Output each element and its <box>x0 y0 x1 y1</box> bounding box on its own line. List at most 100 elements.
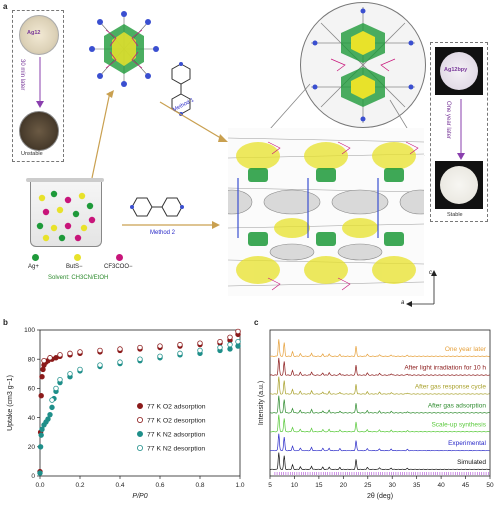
data-point <box>39 426 45 432</box>
data-point <box>45 416 51 422</box>
pattern-label: After gas response cycle <box>415 384 487 391</box>
method2-label: Method 2 <box>150 230 176 236</box>
data-point <box>235 343 241 349</box>
data-point <box>47 355 53 361</box>
x-tick-label: 35 <box>413 482 421 489</box>
legend-label: 77 K N2 adsorption <box>147 431 205 438</box>
x-tick-label: 25 <box>364 482 372 489</box>
x-tick-label: 30 <box>389 482 397 489</box>
ag12-title: Ag12 <box>27 30 41 36</box>
x-tick-label: 0.2 <box>75 482 84 489</box>
pattern-line <box>269 357 490 376</box>
panel-b-letter: b <box>3 318 8 327</box>
data-point <box>97 362 103 368</box>
ag12bpy-stability-box: Ag12bpy One year later Stable <box>430 42 488 222</box>
x-tick-label: 0.8 <box>195 482 204 489</box>
x-tick-label: 20 <box>340 482 348 489</box>
data-point <box>137 344 143 351</box>
legend-tbs-label: ButS− <box>66 264 83 270</box>
y-tick-label: 60 <box>28 386 36 393</box>
y-tick-label: 100 <box>24 327 35 334</box>
pattern-label: After light irradiation for 10 h <box>404 365 486 372</box>
y-axis-label: Intensity (a.u.) <box>258 381 265 425</box>
legend-solvent: Solvent: CH3CN/EtOH <box>48 275 109 281</box>
beaker-to-cluster-arrow <box>91 90 114 179</box>
data-point <box>77 366 83 373</box>
crystal-axes-indicator <box>406 270 437 307</box>
zoom-circle-structure <box>300 2 426 128</box>
x-axis-label: 2θ (deg) <box>367 493 393 500</box>
method1-arrow <box>159 101 228 142</box>
pattern-line <box>269 395 490 414</box>
data-point <box>57 376 63 383</box>
series-3 <box>49 338 241 403</box>
data-point <box>37 470 43 476</box>
ag12bpy-time-label: One year later <box>445 101 451 140</box>
data-point <box>227 334 233 340</box>
legend-label: 77 K N2 desorption <box>147 445 205 452</box>
data-point <box>197 340 203 346</box>
ag12bpy-powder-image <box>435 47 483 95</box>
pattern-label: Experimental <box>448 440 486 447</box>
data-point <box>38 392 44 399</box>
x-tick-label: 5 <box>268 482 272 489</box>
plot-frame <box>269 329 491 477</box>
ag12-decomposed-image <box>19 111 59 151</box>
x-tick-label: 45 <box>462 482 470 489</box>
data-point <box>53 385 59 392</box>
data-point <box>117 346 123 352</box>
data-point <box>67 371 73 377</box>
legend-tbs-dot <box>74 254 81 261</box>
data-point <box>197 347 203 354</box>
x-tick-label: 1.0 <box>235 482 244 489</box>
axis-a-label: a <box>401 300 405 306</box>
data-point <box>157 353 163 359</box>
beaker-contents <box>36 190 96 242</box>
x-tick-label: 0.4 <box>115 482 124 489</box>
data-point <box>177 341 183 348</box>
x-tick-label: 15 <box>315 482 323 489</box>
legend-cf3-label: CF3COO− <box>104 264 133 270</box>
data-point <box>77 349 83 355</box>
legend-ag-label: Ag+ <box>28 264 39 270</box>
data-point <box>227 341 233 348</box>
data-point <box>49 397 55 403</box>
pattern-label: One year later <box>445 346 487 353</box>
series-2 <box>37 343 241 476</box>
data-point <box>67 350 73 357</box>
data-point <box>157 343 163 349</box>
ag12-status: Unstable <box>21 151 43 157</box>
data-point <box>37 444 44 450</box>
gas-adsorption-chart: 0.0 0.2 0.4 0.6 0.8 1.0 0 20 40 60 80 100 P/P0 Uptake… <box>7 327 245 500</box>
plot-frame <box>39 329 241 477</box>
data-point <box>217 344 223 351</box>
pattern-line <box>269 433 490 452</box>
ag12bpy-aged-image <box>435 161 483 209</box>
data-point <box>57 352 63 358</box>
legend-marker <box>136 403 143 410</box>
pattern-label: Simulated <box>457 459 486 466</box>
ag12-stability-box: Ag12 30 min later Unstable <box>12 10 64 162</box>
beaker-rim <box>26 178 104 182</box>
y-tick-label: 20 <box>28 444 36 451</box>
legend-label: 77 K O2 desorption <box>147 417 206 424</box>
ag12-time-label: 30 min later <box>19 59 25 91</box>
ag12-cluster-structure <box>89 11 159 87</box>
pattern-line <box>269 376 490 395</box>
y-axis-label: Uptake (cm3 g−1) <box>7 375 14 431</box>
data-point <box>217 338 223 345</box>
data-point <box>137 356 143 362</box>
x-axis-label: P/P0 <box>132 493 147 500</box>
y-tick-label: 40 <box>28 415 36 422</box>
legend-marker <box>136 417 143 424</box>
data-point <box>40 366 46 373</box>
x-tick-label: 40 <box>437 482 445 489</box>
legend-marker <box>136 431 143 438</box>
series-1 <box>41 328 241 364</box>
ag12-down-arrow <box>36 57 44 108</box>
ag12bpy-title: Ag12bpy <box>444 67 468 73</box>
pattern-line <box>269 339 490 357</box>
x-tick-label: 10 <box>291 482 299 489</box>
legend-cf3-dot <box>116 254 123 261</box>
panel-c-letter: c <box>254 318 259 327</box>
